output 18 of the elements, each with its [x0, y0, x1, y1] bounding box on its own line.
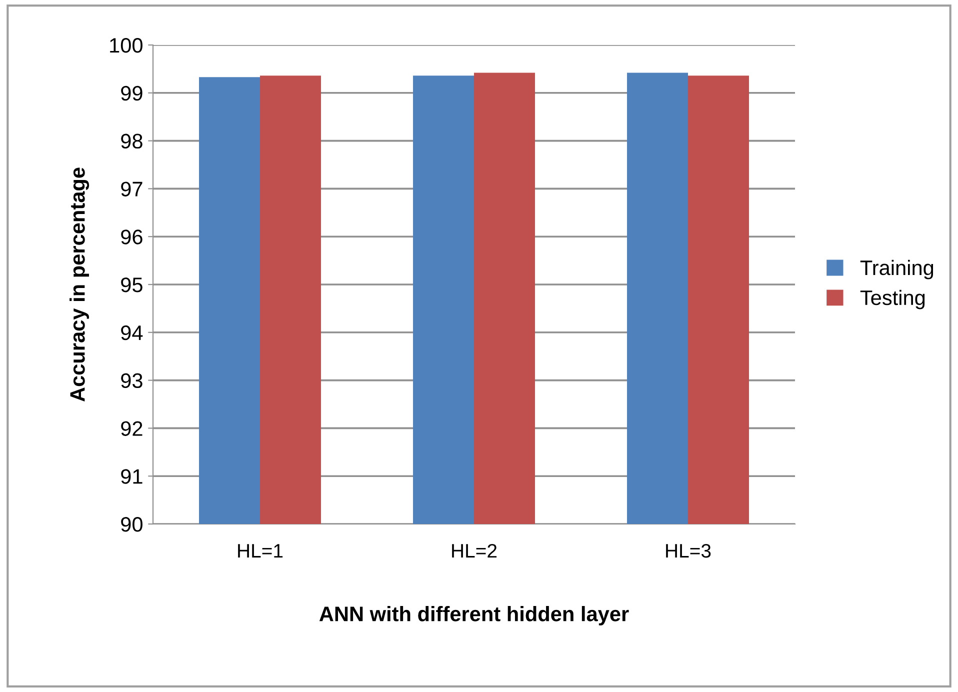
x-tick-label: HL=2: [452, 544, 497, 558]
y-axis-title: Accuracy in percentage: [70, 168, 90, 402]
legend-label: Testing: [860, 290, 925, 310]
y-tick-label: 98: [121, 134, 142, 149]
y-tick-label: 99: [121, 86, 142, 101]
y-tick-label: 97: [121, 182, 142, 196]
y-tick-label: 93: [121, 373, 142, 388]
y-tick-label: 95: [121, 278, 142, 292]
y-tick-label: 94: [121, 325, 143, 340]
y-tick-label: 91: [121, 469, 142, 484]
y-tick-label: 92: [121, 421, 142, 436]
legend-label: Training: [860, 260, 934, 280]
x-axis-title: ANN with different hidden layer: [319, 606, 629, 626]
x-tick-label: HL=1: [238, 544, 283, 558]
y-tick-label: 100: [110, 38, 142, 53]
x-tick-label: HL=3: [666, 544, 711, 558]
y-tick-label: 90: [121, 517, 142, 532]
y-tick-label: 96: [121, 230, 142, 244]
